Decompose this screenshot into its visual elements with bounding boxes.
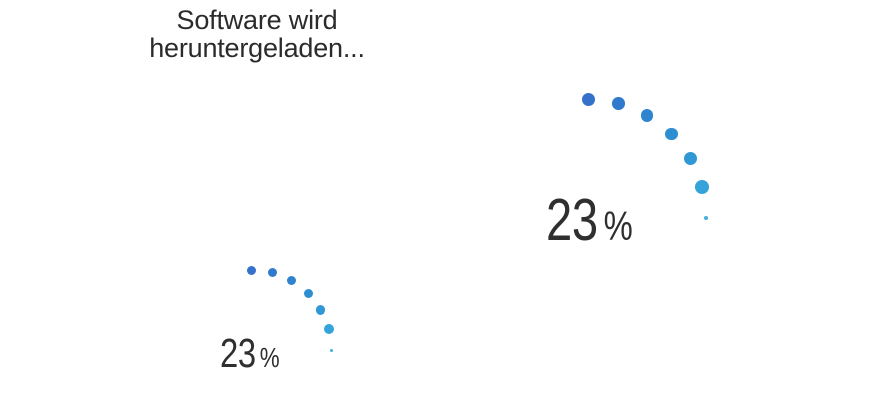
progress-value: 23: [220, 330, 256, 377]
spinner-dot: [612, 97, 625, 110]
percent-sign: %: [603, 203, 633, 250]
spinner-dot: [267, 268, 277, 278]
spinner-dot: [287, 276, 296, 286]
spinner-dot: [694, 179, 709, 194]
percent-sign: %: [259, 342, 280, 374]
status-title: Software wird heruntergeladen...: [140, 5, 374, 63]
progress-percent-small: 23 %: [220, 330, 280, 377]
spinner-dot: [316, 305, 326, 315]
spinner-dot: [683, 152, 697, 165]
progress-percent-large: 23 %: [546, 187, 633, 254]
spinner-dot: [581, 93, 595, 106]
spinner-dot: [640, 109, 654, 122]
spinner-dot: [247, 265, 256, 275]
spinner-dot: [323, 324, 334, 335]
spinner-dot: [704, 215, 708, 220]
progress-value: 23: [546, 187, 598, 254]
status-title-line1: Software wird: [176, 5, 338, 35]
status-title-line2: heruntergeladen...: [149, 32, 365, 63]
spinner-dot: [330, 348, 333, 352]
spinner-dot: [665, 127, 678, 141]
spinner-dot: [303, 288, 313, 298]
